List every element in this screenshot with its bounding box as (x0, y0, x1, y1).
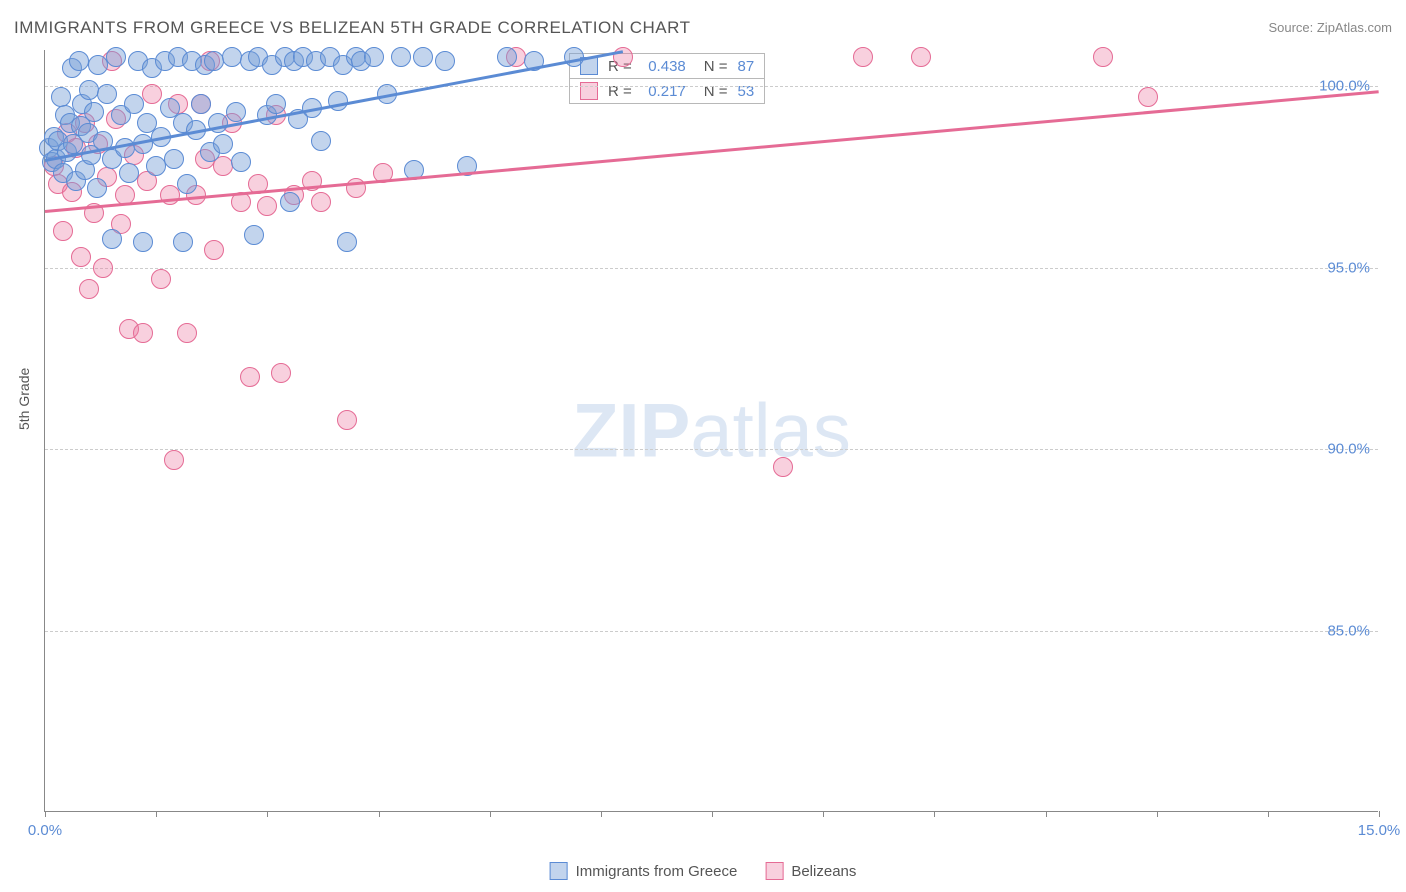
swatch-greece (550, 862, 568, 880)
marker-greece (51, 87, 71, 107)
bottom-legend: Immigrants from Greece Belizeans (550, 862, 857, 880)
marker-belize (311, 192, 331, 212)
correlation-stats-box: R = 0.438 N = 87 R = 0.217 N = 53 (569, 53, 765, 104)
legend-item-greece: Immigrants from Greece (550, 862, 738, 880)
chart-container: IMMIGRANTS FROM GREECE VS BELIZEAN 5TH G… (0, 0, 1406, 892)
marker-greece (204, 51, 224, 71)
marker-greece (102, 229, 122, 249)
marker-greece (84, 102, 104, 122)
marker-belize (337, 410, 357, 430)
marker-greece (391, 47, 411, 67)
marker-belize (773, 457, 793, 477)
marker-greece (435, 51, 455, 71)
gridline-h (45, 631, 1378, 632)
gridline-h (45, 449, 1378, 450)
x-tick (490, 811, 491, 817)
x-tick (712, 811, 713, 817)
x-tick (601, 811, 602, 817)
x-tick-label: 0.0% (28, 822, 62, 839)
marker-belize (133, 323, 153, 343)
x-tick (267, 811, 268, 817)
legend-item-belize: Belizeans (765, 862, 856, 880)
swatch-belize (765, 862, 783, 880)
marker-greece (133, 232, 153, 252)
source-attribution: Source: ZipAtlas.com (1268, 20, 1392, 35)
marker-belize (257, 196, 277, 216)
marker-greece (177, 174, 197, 194)
marker-belize (1138, 87, 1158, 107)
marker-belize (911, 47, 931, 67)
marker-greece (87, 178, 107, 198)
marker-greece (124, 94, 144, 114)
marker-belize (142, 84, 162, 104)
stats-row-belize: R = 0.217 N = 53 (570, 78, 764, 103)
marker-greece (497, 47, 517, 67)
x-tick (45, 811, 46, 817)
x-tick (1268, 811, 1269, 817)
marker-greece (79, 80, 99, 100)
legend-label-greece: Immigrants from Greece (576, 863, 738, 880)
n-value-belize: 53 (738, 83, 755, 100)
marker-belize (93, 258, 113, 278)
x-tick (1379, 811, 1380, 817)
marker-belize (79, 279, 99, 299)
marker-greece (97, 84, 117, 104)
marker-greece (280, 192, 300, 212)
marker-belize (240, 367, 260, 387)
marker-greece (119, 163, 139, 183)
legend-label-belize: Belizeans (791, 863, 856, 880)
marker-greece (213, 134, 233, 154)
x-tick-label: 15.0% (1358, 822, 1401, 839)
marker-greece (413, 47, 433, 67)
marker-greece (226, 102, 246, 122)
marker-belize (853, 47, 873, 67)
x-tick (156, 811, 157, 817)
x-tick (1157, 811, 1158, 817)
swatch-belize (580, 82, 598, 100)
chart-title: IMMIGRANTS FROM GREECE VS BELIZEAN 5TH G… (14, 18, 690, 38)
marker-greece (311, 131, 331, 151)
marker-greece (191, 94, 211, 114)
r-value-greece: 0.438 (642, 58, 686, 75)
n-value-greece: 87 (738, 58, 755, 75)
marker-belize (204, 240, 224, 260)
y-tick-label: 90.0% (1327, 441, 1370, 458)
marker-greece (337, 232, 357, 252)
y-axis-label: 5th Grade (16, 368, 32, 430)
x-tick (823, 811, 824, 817)
gridline-h (45, 268, 1378, 269)
marker-greece (173, 232, 193, 252)
marker-belize (164, 450, 184, 470)
plot-area: ZIPatlas R = 0.438 N = 87 R = 0.217 N = … (44, 50, 1378, 812)
x-tick (934, 811, 935, 817)
marker-belize (1093, 47, 1113, 67)
marker-greece (231, 152, 251, 172)
marker-belize (177, 323, 197, 343)
gridline-h (45, 86, 1378, 87)
marker-greece (244, 225, 264, 245)
watermark-light: atlas (690, 388, 851, 473)
marker-greece (222, 47, 242, 67)
marker-greece (106, 47, 126, 67)
x-tick (1046, 811, 1047, 817)
x-tick (379, 811, 380, 817)
n-label: N = (704, 83, 728, 100)
marker-greece (164, 149, 184, 169)
watermark: ZIPatlas (572, 387, 851, 474)
marker-greece (266, 94, 286, 114)
marker-belize (271, 363, 291, 383)
marker-greece (364, 47, 384, 67)
marker-greece (69, 51, 89, 71)
r-label: R = (608, 83, 632, 100)
watermark-bold: ZIP (572, 388, 690, 473)
marker-belize (53, 221, 73, 241)
y-tick-label: 95.0% (1327, 259, 1370, 276)
n-label: N = (704, 58, 728, 75)
marker-belize (151, 269, 171, 289)
y-tick-label: 85.0% (1327, 622, 1370, 639)
r-value-belize: 0.217 (642, 83, 686, 100)
marker-belize (71, 247, 91, 267)
